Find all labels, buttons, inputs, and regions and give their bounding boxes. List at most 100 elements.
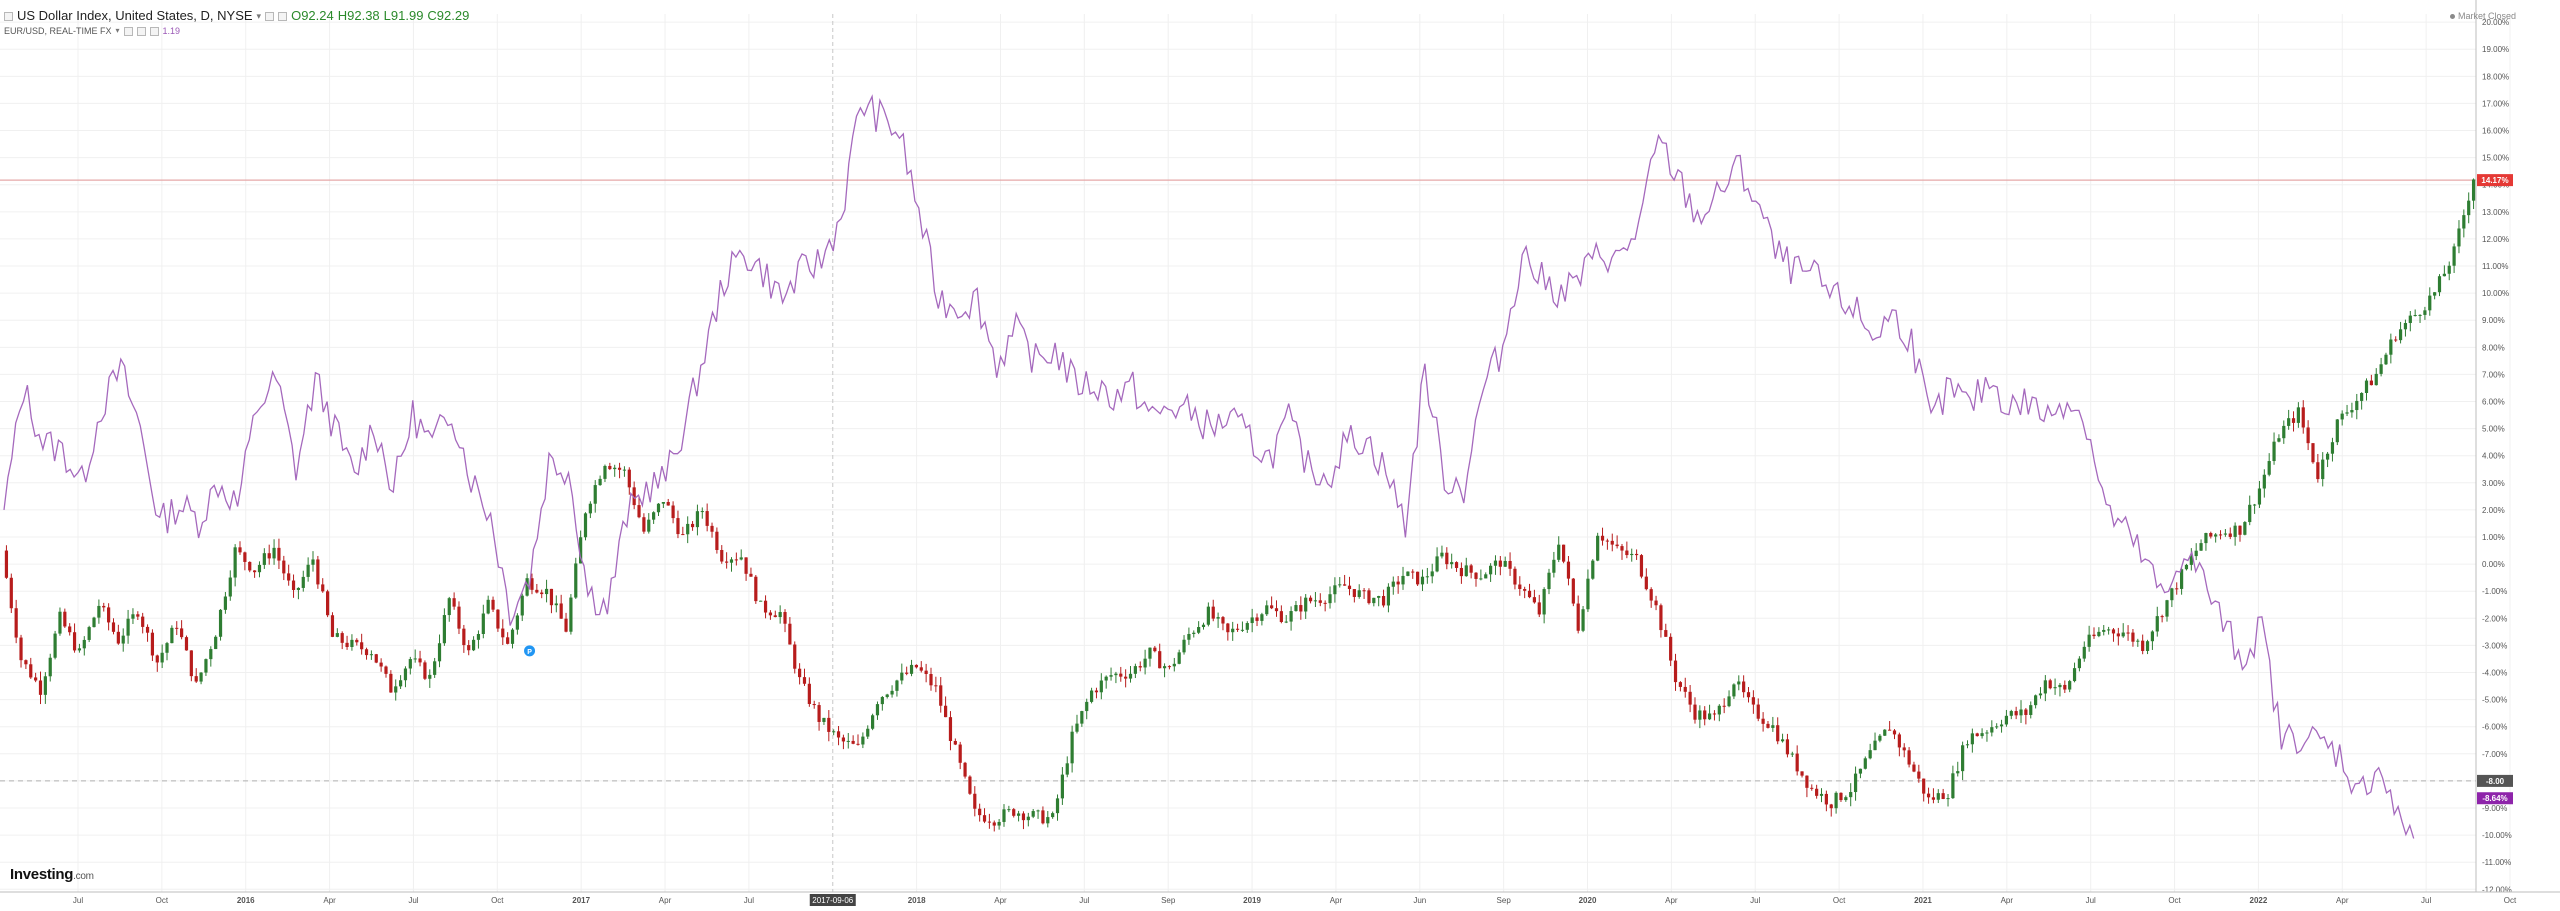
candle	[812, 700, 816, 709]
candle	[1479, 569, 1483, 581]
chevron-down-icon[interactable]: ▾	[256, 11, 262, 21]
candle	[2160, 614, 2164, 623]
candle	[1863, 756, 1867, 770]
close-square-icon[interactable]	[149, 26, 159, 36]
y-tick-label: 6.00%	[2482, 398, 2505, 407]
candle-body	[1732, 684, 1736, 697]
chevron-down-icon[interactable]: ▾	[115, 26, 120, 35]
candle	[257, 561, 262, 578]
candle-body	[1600, 535, 1605, 541]
candle	[267, 544, 271, 565]
candle-body	[437, 643, 442, 662]
x-tick-label: 2020	[1579, 896, 1597, 905]
candle-body	[1717, 705, 1721, 715]
candle	[613, 464, 617, 477]
candle-body	[978, 808, 982, 816]
candle-body	[1639, 555, 1644, 577]
candle-body	[1557, 544, 1561, 560]
candle	[720, 545, 724, 564]
candle-body	[637, 505, 641, 518]
candle	[1162, 663, 1167, 678]
candle	[53, 630, 57, 660]
candle-body	[2116, 633, 2120, 637]
candle-body	[433, 661, 437, 675]
candle-body	[1240, 629, 1245, 631]
candle	[1581, 606, 1585, 633]
candle-body	[63, 611, 67, 627]
settings-square-icon[interactable]	[265, 11, 275, 21]
x-tick-label: Oct	[2168, 896, 2181, 905]
candle-body	[1844, 797, 1848, 801]
candle	[155, 654, 159, 672]
candle	[1678, 681, 1682, 692]
candle	[1328, 586, 1332, 609]
candle-body	[1868, 750, 1872, 759]
candle	[1051, 811, 1055, 819]
candle-body	[2403, 323, 2408, 330]
candle	[2223, 529, 2227, 537]
candle	[1469, 563, 1473, 579]
candle-body	[2038, 693, 2043, 696]
candle-body	[501, 628, 505, 638]
candle-body	[1649, 589, 1653, 601]
candle	[2184, 563, 2189, 571]
candle-body	[2068, 681, 2072, 690]
y-tick-label: 0.00%	[2482, 560, 2505, 569]
candle	[574, 557, 578, 599]
candle-body	[403, 668, 408, 681]
candle	[2437, 274, 2442, 297]
settings-square-icon[interactable]	[136, 26, 146, 36]
candle	[1274, 600, 1279, 617]
candle	[2403, 319, 2408, 337]
candle	[793, 641, 797, 674]
candle	[1917, 764, 1921, 783]
candle-body	[603, 465, 607, 479]
candle	[2204, 532, 2208, 551]
candle-body	[1308, 597, 1313, 602]
candle	[1055, 794, 1060, 821]
candle	[2038, 687, 2043, 699]
candle-body	[145, 626, 150, 633]
candle	[549, 588, 554, 614]
candle-body	[43, 676, 47, 695]
eye-square-icon[interactable]	[123, 26, 133, 36]
x-tick-label: Jul	[408, 896, 418, 905]
x-tick-label: 2019	[1243, 896, 1261, 905]
symbol-title[interactable]: US Dollar Index, United States, D, NYSE	[17, 8, 253, 23]
candle	[1240, 621, 1245, 632]
candle	[905, 666, 909, 676]
candle	[131, 608, 135, 624]
collapse-icon[interactable]	[4, 11, 13, 21]
x-tick-label: 2016	[237, 896, 255, 905]
candle	[1746, 687, 1751, 703]
candle	[647, 513, 651, 534]
x-tick-label: Jul	[744, 896, 754, 905]
candle	[2077, 656, 2082, 672]
candle-body	[2374, 373, 2378, 386]
candle	[1489, 563, 1493, 582]
candle	[1576, 595, 1580, 634]
compare-line	[3, 94, 2415, 839]
candle	[2272, 432, 2276, 465]
candle-body	[1085, 701, 1089, 712]
candle	[335, 628, 339, 638]
candle	[2345, 404, 2349, 417]
compare-symbol-label[interactable]: EUR/USD, REAL-TIME FX	[4, 26, 112, 36]
candle-body	[214, 636, 218, 650]
x-tick-label: Jul	[2086, 896, 2096, 905]
close-square-icon[interactable]	[278, 11, 288, 21]
candle-body	[2325, 453, 2330, 460]
candle	[2058, 682, 2062, 697]
candle-body	[1917, 771, 1921, 779]
candle-body	[1892, 730, 1897, 735]
y-tick-label: 7.00%	[2482, 370, 2505, 379]
candle	[1785, 733, 1790, 758]
candle-body	[1347, 585, 1352, 590]
candle	[768, 610, 773, 620]
candle-body	[1274, 608, 1279, 612]
candle-body	[1615, 544, 1619, 547]
candle	[209, 646, 213, 667]
candle	[1425, 567, 1429, 584]
candle	[2155, 606, 2159, 637]
candle	[1800, 771, 1804, 778]
